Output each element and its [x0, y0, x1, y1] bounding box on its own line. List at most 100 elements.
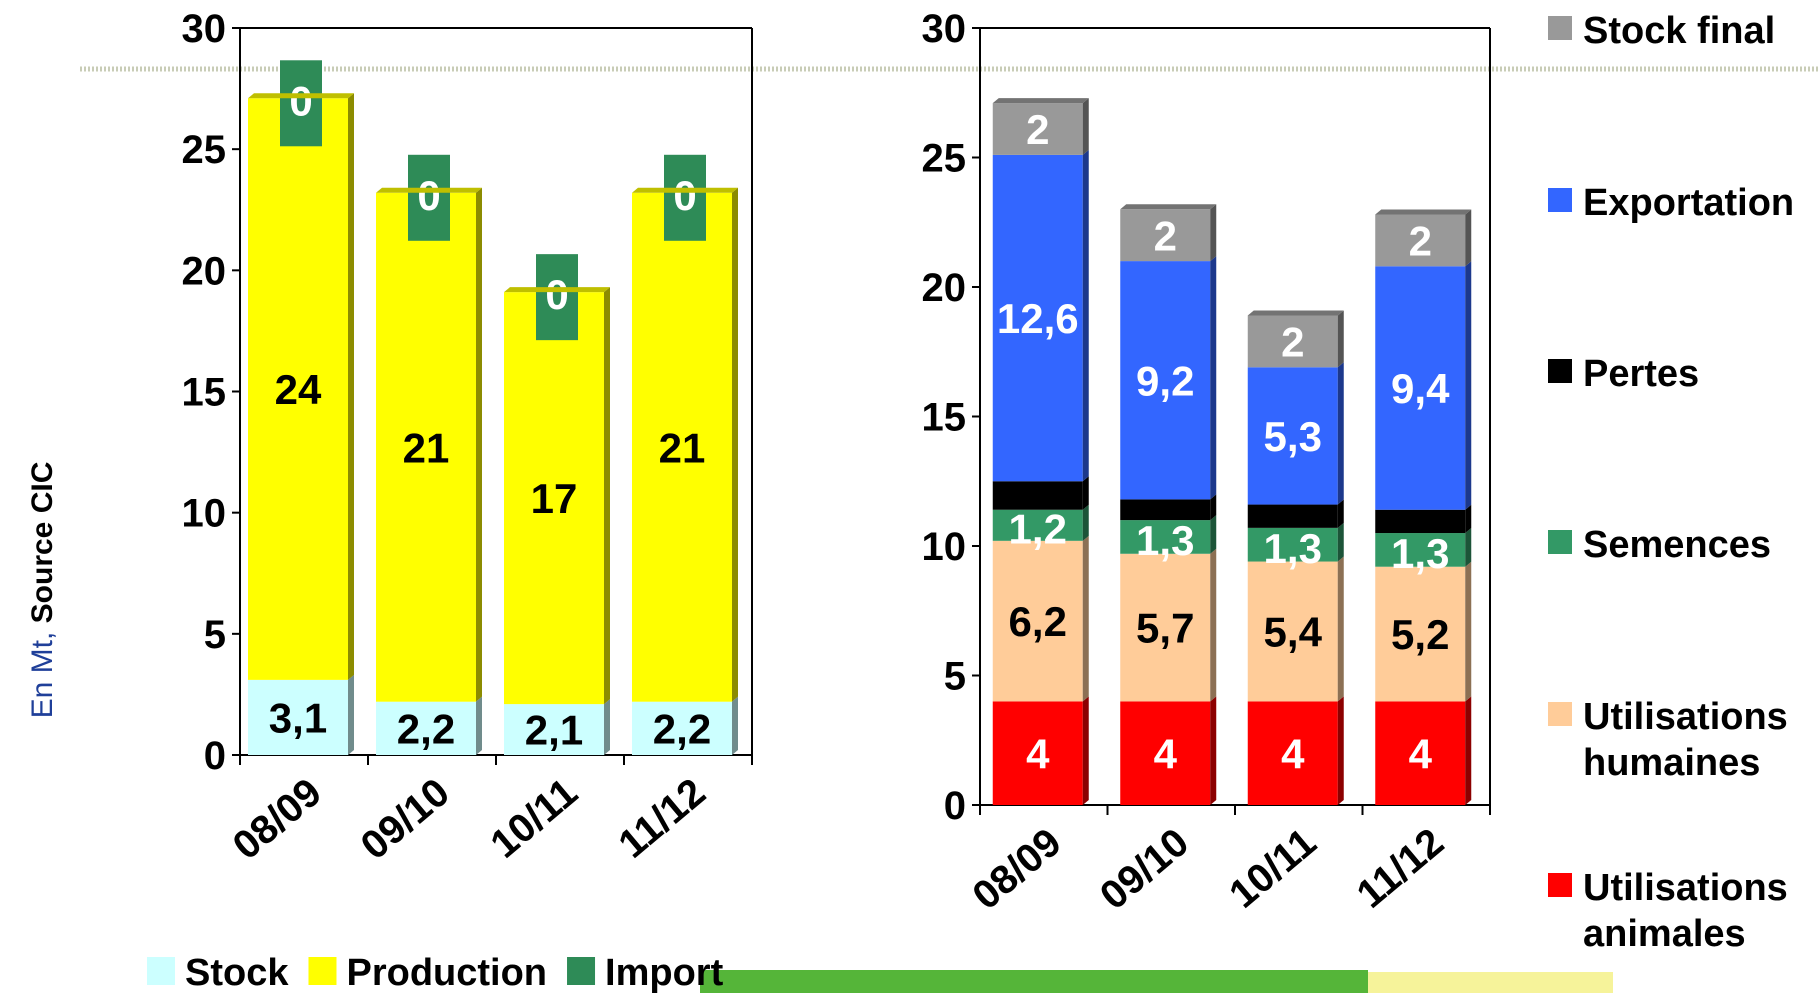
bar-side-utilisations_animales — [1210, 696, 1217, 805]
y-tick-label: 20 — [182, 249, 227, 293]
bar-side-semences — [1465, 528, 1472, 567]
bar-stack: 4 5,4 1,3 5,3 2 — [1247, 310, 1344, 805]
bar-segment-pertes — [1247, 504, 1338, 528]
bar-segment-stock — [248, 679, 348, 755]
y-tick-label: 25 — [182, 128, 227, 172]
legend-label-semences: Semences — [1583, 524, 1771, 566]
y-tick-label: 10 — [182, 492, 227, 536]
bar-segment-import — [664, 154, 706, 241]
x-tick-label: 10/11 — [483, 770, 586, 867]
bar-side-stock_final — [1210, 204, 1217, 262]
bar-stack: 2,2 21 0 — [632, 154, 738, 755]
legend-label-pertes: Pertes — [1583, 353, 1699, 395]
bar-segment-exportation — [1375, 266, 1466, 510]
y-tick-label: 25 — [922, 137, 967, 181]
bar-segment-stock — [632, 701, 732, 755]
bar-segment-exportation — [992, 154, 1083, 482]
legend-label-utilisations_animales: Utilisations animales — [1583, 867, 1788, 955]
legend-label-line: Utilisations — [1583, 696, 1788, 738]
data-label-import: 0 — [673, 172, 696, 219]
legend-label-line: Exportation — [1583, 182, 1794, 224]
legend-label-line: humaines — [1583, 742, 1760, 784]
legend-label-line: Pertes — [1583, 353, 1699, 395]
bar-segment-pertes — [1375, 509, 1466, 534]
bar-side-pertes — [1337, 499, 1344, 528]
bar-segment-semences — [1247, 527, 1338, 562]
data-label-utilisations_humaines: 5,2 — [1391, 611, 1449, 658]
legend-swatch-semences — [1548, 530, 1572, 554]
data-label-semences: 1,3 — [1136, 517, 1194, 564]
bar-side-exportation — [1337, 362, 1344, 505]
bar-segment-stock — [504, 704, 604, 755]
bar-stack: 3,1 24 0 — [248, 60, 354, 755]
legend-label-line: animales — [1583, 913, 1746, 955]
bar-side-utilisations_animales — [1465, 696, 1472, 805]
x-tick-label: 09/10 — [353, 770, 458, 868]
bar-segment-exportation — [1120, 261, 1211, 500]
bar-side-stock_final — [1337, 310, 1344, 368]
y-tick-label: 30 — [182, 7, 227, 51]
data-label-semences: 1,3 — [1264, 525, 1322, 572]
bar-top-face — [1120, 204, 1217, 210]
x-tick-label: 11/12 — [1349, 820, 1452, 917]
bar-top-face — [992, 98, 1089, 104]
bar-segment-utilisations_humaines — [992, 540, 1083, 702]
bar-segment-stock — [376, 701, 476, 755]
data-label-stock: 3,1 — [269, 695, 327, 742]
y-tick-label: 10 — [922, 525, 967, 569]
x-tick-label: 10/11 — [1221, 820, 1324, 917]
bar-side-exportation — [1082, 149, 1089, 482]
source-note-unit: En Mt, — [26, 632, 59, 719]
data-label-exportation: 9,2 — [1136, 357, 1194, 404]
bar-side-stock — [348, 674, 354, 755]
bar-segment-production — [248, 98, 348, 680]
data-label-utilisations_animales: 4 — [1154, 730, 1178, 777]
data-label-stock_final: 2 — [1409, 218, 1432, 265]
bar-segment-utilisations_humaines — [1120, 553, 1211, 702]
bar-segment-utilisations_humaines — [1247, 561, 1338, 702]
bar-segment-import — [408, 154, 450, 241]
bar-stack: 4 6,2 1,2 12,6 2 — [992, 98, 1089, 805]
legend-label-utilisations_humaines: Utilisations humaines — [1583, 696, 1788, 784]
bottom-green-band — [700, 970, 1368, 993]
chart-usage: 0 5 10 15 20 25 30 4 6,2 1,2 12,6 2 08/09 4 5,7 1,3 9,2 2… — [922, 7, 1795, 955]
data-label-production: 24 — [275, 366, 322, 413]
bar-segment-stock_final — [1247, 315, 1338, 368]
data-label-utilisations_humaines: 5,4 — [1264, 609, 1323, 656]
bar-segment-utilisations_animales — [1247, 701, 1338, 805]
bar-segment-utilisations_animales — [1375, 701, 1466, 805]
data-label-import: 0 — [289, 77, 312, 124]
bar-stack: 2,1 17 0 — [504, 254, 610, 755]
bar-side-pertes — [1465, 504, 1472, 534]
x-tick-label: 08/09 — [225, 770, 330, 868]
bar-segment-import — [536, 254, 578, 341]
legend-label-stock_final: Stock final — [1583, 10, 1775, 52]
bar-segment-utilisations_humaines — [1375, 566, 1466, 702]
legend-label-production: Production — [346, 952, 547, 993]
legend-swatch-utilisations_humaines — [1548, 702, 1572, 726]
bar-side-exportation — [1210, 256, 1217, 500]
bar-segment-production — [376, 192, 476, 702]
bar-top-face — [1375, 209, 1472, 215]
legend-swatch-pertes — [1548, 359, 1572, 383]
data-label-utilisations_animales: 4 — [1409, 730, 1433, 777]
legend-swatch-stock_final — [1548, 16, 1572, 40]
data-label-production: 21 — [659, 424, 706, 471]
bar-side-exportation — [1465, 261, 1472, 510]
bar-side-utilisations_animales — [1337, 696, 1344, 805]
data-label-stock: 2,2 — [653, 705, 711, 752]
bar-side-utilisations_humaines — [1465, 561, 1472, 702]
bar-top-face — [1247, 310, 1344, 316]
legend-label-line: Stock final — [1583, 10, 1775, 52]
data-label-import: 0 — [417, 172, 440, 219]
bar-side-production — [732, 187, 738, 702]
bar-segment-semences — [1120, 520, 1211, 554]
legend-label-stock: Stock — [185, 952, 289, 993]
bar-segment-semences — [992, 509, 1083, 541]
bar-side-stock — [732, 696, 738, 755]
bar-side-production — [348, 93, 354, 680]
bar-segment-stock_final — [1375, 214, 1466, 267]
data-label-utilisations_humaines: 6,2 — [1009, 598, 1067, 645]
bar-side-stock_final — [1465, 209, 1472, 267]
